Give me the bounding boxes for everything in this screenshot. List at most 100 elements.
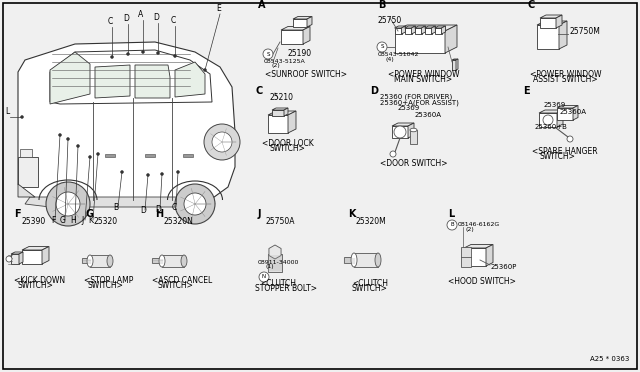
Polygon shape: [392, 123, 414, 126]
Polygon shape: [22, 250, 42, 264]
Ellipse shape: [351, 253, 357, 267]
Bar: [183, 154, 193, 157]
Text: <KICK DOWN: <KICK DOWN: [14, 276, 65, 285]
Text: B: B: [113, 203, 118, 212]
Bar: [162, 255, 184, 267]
Text: <CLUTCH: <CLUTCH: [260, 279, 296, 288]
Text: 25190: 25190: [288, 49, 312, 58]
Circle shape: [58, 134, 61, 137]
Text: (2): (2): [466, 227, 475, 232]
Circle shape: [46, 182, 90, 226]
Text: D: D: [123, 14, 129, 23]
Polygon shape: [539, 110, 563, 113]
Text: SWITCH>: SWITCH>: [88, 281, 124, 290]
Text: C: C: [170, 16, 175, 25]
Text: J: J: [258, 209, 262, 219]
Polygon shape: [268, 115, 288, 133]
Polygon shape: [557, 108, 573, 120]
Bar: [268, 254, 282, 272]
Circle shape: [394, 126, 406, 138]
Polygon shape: [135, 65, 170, 98]
Circle shape: [88, 155, 92, 158]
Text: J: J: [82, 216, 84, 225]
Polygon shape: [19, 252, 23, 264]
Circle shape: [567, 136, 573, 142]
Circle shape: [184, 193, 206, 215]
Text: <CLUTCH: <CLUTCH: [352, 279, 388, 288]
Text: 08911-34000: 08911-34000: [258, 260, 300, 265]
Bar: [461, 247, 471, 267]
Text: <ASCD CANCEL: <ASCD CANCEL: [152, 276, 212, 285]
Polygon shape: [537, 21, 567, 25]
Text: A25 * 0363: A25 * 0363: [590, 356, 629, 362]
Polygon shape: [395, 25, 457, 31]
Polygon shape: [42, 247, 49, 264]
Polygon shape: [431, 26, 435, 34]
Text: F: F: [14, 209, 20, 219]
Bar: [82, 258, 91, 263]
Text: <POWER WINDOW: <POWER WINDOW: [530, 70, 602, 79]
Text: 25360P: 25360P: [491, 264, 517, 270]
Polygon shape: [307, 16, 312, 27]
Polygon shape: [539, 113, 557, 127]
Polygon shape: [540, 18, 556, 28]
Polygon shape: [557, 110, 563, 127]
Circle shape: [141, 51, 145, 54]
Circle shape: [97, 153, 99, 155]
Text: 25750M: 25750M: [570, 28, 601, 36]
Ellipse shape: [87, 255, 93, 267]
Polygon shape: [415, 28, 422, 34]
Polygon shape: [452, 60, 456, 70]
Text: (1): (1): [266, 264, 275, 269]
Text: SWITCH>: SWITCH>: [270, 144, 306, 153]
Polygon shape: [486, 244, 493, 266]
Circle shape: [175, 184, 215, 224]
Ellipse shape: [181, 255, 187, 267]
Text: E: E: [523, 86, 530, 96]
Text: 25369: 25369: [398, 105, 420, 111]
Circle shape: [67, 138, 70, 141]
Circle shape: [56, 192, 80, 216]
Text: H: H: [70, 216, 76, 225]
Circle shape: [177, 170, 179, 173]
Polygon shape: [415, 26, 426, 28]
Circle shape: [543, 115, 553, 125]
Circle shape: [120, 170, 124, 173]
Text: 25360A: 25360A: [560, 109, 587, 115]
Text: A: A: [138, 10, 143, 19]
Polygon shape: [464, 244, 493, 248]
Text: E: E: [216, 4, 221, 13]
Text: 25320M: 25320M: [356, 217, 387, 226]
Text: C: C: [255, 86, 262, 96]
Text: (4): (4): [386, 57, 395, 62]
Text: <POWER WINDOW: <POWER WINDOW: [388, 70, 460, 79]
Text: N: N: [262, 275, 266, 279]
Text: 25320: 25320: [93, 217, 117, 226]
Text: <SPARE HANGER: <SPARE HANGER: [532, 147, 598, 156]
Polygon shape: [50, 50, 212, 104]
Bar: [354, 253, 378, 267]
Polygon shape: [422, 26, 426, 34]
Text: <DOOR SWITCH>: <DOOR SWITCH>: [380, 159, 447, 168]
Circle shape: [259, 272, 269, 282]
Polygon shape: [392, 126, 408, 138]
Text: SWITCH>: SWITCH>: [158, 281, 194, 290]
Polygon shape: [268, 111, 296, 115]
Text: MAIN SWITCH>: MAIN SWITCH>: [394, 75, 452, 84]
Text: SWITCH>: SWITCH>: [540, 152, 576, 161]
Bar: [152, 258, 163, 263]
Circle shape: [263, 49, 273, 59]
Text: S: S: [266, 51, 269, 57]
Polygon shape: [11, 254, 19, 264]
Polygon shape: [288, 111, 296, 133]
Polygon shape: [50, 52, 90, 104]
Text: <SUNROOF SWITCH>: <SUNROOF SWITCH>: [265, 70, 347, 79]
Text: S: S: [380, 45, 384, 49]
Polygon shape: [293, 16, 312, 19]
Polygon shape: [445, 25, 457, 53]
Text: (2): (2): [272, 63, 281, 68]
Polygon shape: [272, 110, 284, 116]
Text: F: F: [51, 216, 55, 225]
Circle shape: [204, 68, 207, 71]
Polygon shape: [537, 25, 559, 49]
